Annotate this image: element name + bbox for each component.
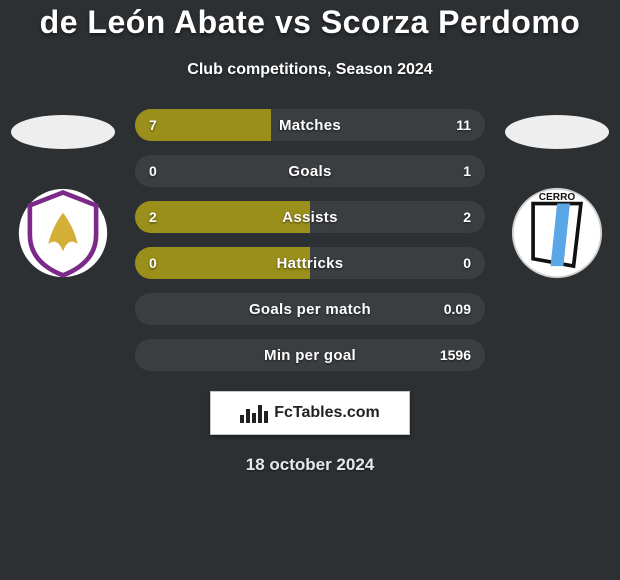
stat-row: Assists22 (135, 201, 485, 233)
stat-bar-left (135, 247, 310, 279)
stat-row: Goals per match0.09 (135, 293, 485, 325)
right-player-column: CERRO (502, 109, 612, 279)
page-title: de León Abate vs Scorza Perdomo (0, 4, 620, 41)
crest-text: CERRO (539, 192, 576, 203)
stat-bar-right (310, 201, 485, 233)
stat-bar-left (135, 109, 271, 141)
fenix-crest-icon (17, 187, 109, 279)
stats-list: Matches711 Goals01 Assists22 Hattricks00 Goa… (135, 109, 485, 371)
club-crest-right: CERRO (511, 187, 603, 279)
stat-bar-right (135, 339, 485, 371)
stat-row: Hattricks00 (135, 247, 485, 279)
stat-bar-right (135, 293, 485, 325)
content-area: CERRO Matches711 Goals01 Assists22 Hattrick… (0, 109, 620, 475)
stat-row: Min per goal1596 (135, 339, 485, 371)
date-label: 18 october 2024 (0, 455, 620, 475)
source-badge[interactable]: FcTables.com (210, 391, 410, 435)
chart-bars-icon (240, 403, 268, 423)
stat-bar-right (310, 247, 485, 279)
source-name: FcTables.com (274, 404, 380, 422)
stat-bar-left (135, 201, 310, 233)
stat-row: Matches711 (135, 109, 485, 141)
player-photo-placeholder-right (505, 115, 609, 149)
stat-row: Goals01 (135, 155, 485, 187)
club-crest-left (17, 187, 109, 279)
cerro-crest-icon: CERRO (511, 187, 603, 279)
comparison-card: de León Abate vs Scorza Perdomo Club com… (0, 0, 620, 580)
subtitle: Club competitions, Season 2024 (0, 61, 620, 79)
stat-bar-right (271, 109, 485, 141)
player-photo-placeholder-left (11, 115, 115, 149)
stat-bar-right (135, 155, 485, 187)
left-player-column (8, 109, 118, 279)
